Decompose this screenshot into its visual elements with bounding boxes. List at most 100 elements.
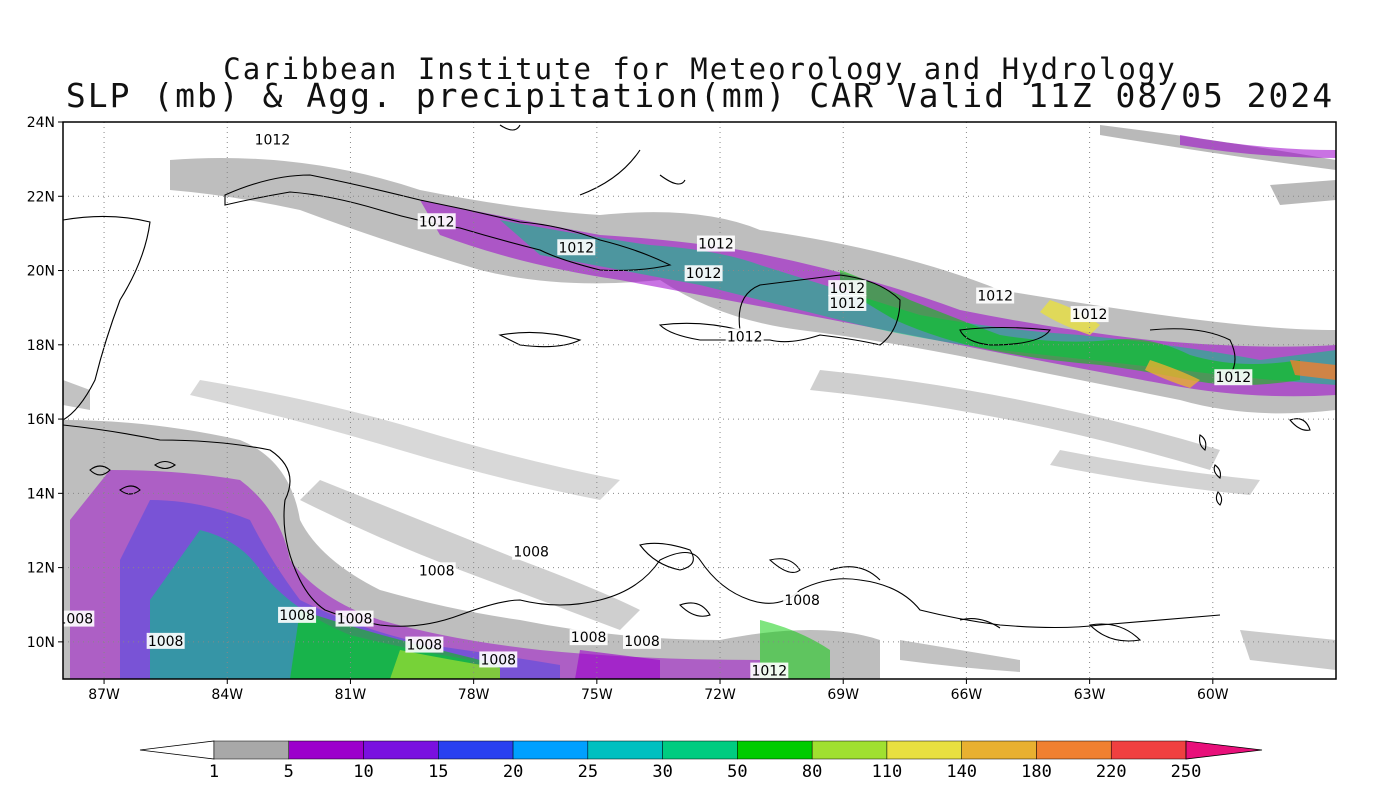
svg-text:1008: 1008 <box>148 634 184 650</box>
lon-tick-label: 87W <box>88 687 120 703</box>
isobar-label: 1008 <box>569 629 608 646</box>
isobar-label: 1008 <box>146 632 185 650</box>
lon-tick-label: 75W <box>581 687 613 703</box>
svg-text:1012: 1012 <box>830 281 866 297</box>
legend-swatch-6 <box>662 740 738 760</box>
legend-label: 15 <box>428 762 448 782</box>
legend-label: 10 <box>353 762 373 782</box>
color-legend: 1 5 10 15 20 25 30 50 80 110 140 180 220 250 <box>139 740 1263 782</box>
svg-text:1008: 1008 <box>419 563 455 579</box>
graticule <box>63 122 1336 679</box>
legend-label: 1 <box>209 762 219 782</box>
legend-label: 110 <box>872 762 903 782</box>
isobar-label: 1008 <box>479 651 518 668</box>
legend-label: 80 <box>802 762 822 782</box>
lat-tick-label: 24N <box>27 115 55 131</box>
legend-swatch-5 <box>587 740 663 760</box>
isobar-label: 1012 <box>696 235 735 253</box>
map-frame <box>62 121 1337 680</box>
legend-label: 20 <box>503 762 523 782</box>
isobar-label: 1008 <box>417 562 456 579</box>
lon-tick-label: 63W <box>1074 687 1106 703</box>
isobar-label: 1012 <box>725 328 764 345</box>
lat-tick-label: 22N <box>27 189 55 205</box>
precipitation-field <box>63 125 1336 679</box>
legend-label: 250 <box>1171 762 1202 782</box>
legend-swatch-12 <box>1110 740 1187 760</box>
legend-label: 220 <box>1096 762 1127 782</box>
isobar-label: 1012 <box>557 239 596 256</box>
lon-tick-label: 72W <box>704 687 736 703</box>
lon-tick-label: 69W <box>827 687 859 703</box>
isobar-label: 1012 <box>684 265 723 282</box>
legend-swatch-7 <box>737 740 813 760</box>
lat-tick-label: 12N <box>27 561 55 577</box>
legend-label: 50 <box>727 762 747 782</box>
isobar-label: 1012 <box>1070 306 1109 323</box>
isobar-label: 1008 <box>405 636 444 654</box>
legend-label: 140 <box>946 762 977 782</box>
svg-text:1012: 1012 <box>977 289 1013 305</box>
legend-label: 25 <box>578 762 598 782</box>
legend-swatch-above <box>1185 740 1263 760</box>
lat-tick-label: 20N <box>27 264 55 280</box>
isobar-label: 1012 <box>253 131 292 149</box>
svg-text:1012: 1012 <box>727 329 763 345</box>
lat-tick-label: 18N <box>27 338 55 354</box>
lat-tick-label: 10N <box>27 635 55 651</box>
coastlines <box>63 124 1311 642</box>
title-line-2: SLP (mb) & Agg. precipitation(mm) CAR Va… <box>65 76 1335 115</box>
lon-tick-label: 60W <box>1197 687 1229 703</box>
lon-tick-label: 84W <box>211 687 243 703</box>
svg-text:1008: 1008 <box>480 652 516 668</box>
svg-text:1008: 1008 <box>337 612 373 628</box>
legend-label: 30 <box>652 762 672 782</box>
svg-text:1012: 1012 <box>1072 307 1108 323</box>
svg-text:1008: 1008 <box>624 634 660 650</box>
isobar-label: 1012 <box>417 213 456 230</box>
lon-tick-label: 66W <box>951 687 983 703</box>
legend-swatch-10 <box>961 740 1037 760</box>
legend-swatch-2 <box>363 740 439 760</box>
lat-tick-label: 14N <box>27 486 55 502</box>
legend-swatch-below <box>139 740 215 760</box>
svg-text:1008: 1008 <box>57 612 93 628</box>
lat-tick-label: 16N <box>27 412 55 428</box>
legend-swatch-1 <box>288 740 364 760</box>
isobar-label: 1012 <box>828 280 867 297</box>
isobar-label: 1012 <box>750 662 789 680</box>
isobar-label: 1008 <box>623 632 662 650</box>
legend-swatch-11 <box>1036 740 1112 760</box>
legend-swatch-4 <box>512 740 589 760</box>
legend-swatch-9 <box>886 740 962 760</box>
lon-tick-label: 78W <box>458 687 490 703</box>
isobar-label: 1008 <box>335 610 374 628</box>
isobar-label: 1012 <box>828 294 867 312</box>
legend-label: 5 <box>284 762 294 782</box>
svg-text:1008: 1008 <box>571 630 607 646</box>
isobar-label: 1008 <box>783 592 822 609</box>
legend-swatch-3 <box>438 740 514 760</box>
svg-text:1008: 1008 <box>784 593 820 609</box>
legend-label: 180 <box>1021 762 1052 782</box>
legend-swatch-0 <box>213 740 290 760</box>
isobar-label: 1008 <box>57 610 95 628</box>
svg-text:1012: 1012 <box>255 133 291 149</box>
isobar-label: 1012 <box>1214 369 1253 386</box>
svg-text:1012: 1012 <box>558 240 594 256</box>
title-line-1: Caribbean Institute for Meteorology and … <box>223 52 1177 86</box>
svg-text:1012: 1012 <box>830 296 866 312</box>
svg-text:1012: 1012 <box>1216 370 1252 386</box>
legend-swatch-8 <box>811 740 888 760</box>
svg-text:1012: 1012 <box>751 664 787 680</box>
isobar-label: 1008 <box>278 606 317 624</box>
svg-text:1008: 1008 <box>279 608 315 624</box>
svg-text:1012: 1012 <box>686 266 722 282</box>
map-axes: 24N 22N 20N 18N 16N 14N 12N 10N 87W 84W 81W 78W 75W 7… <box>27 115 1229 703</box>
isobar-label: 1012 <box>976 287 1015 305</box>
svg-text:1008: 1008 <box>407 638 443 654</box>
svg-text:1012: 1012 <box>419 214 455 230</box>
lon-tick-label: 81W <box>335 687 367 703</box>
